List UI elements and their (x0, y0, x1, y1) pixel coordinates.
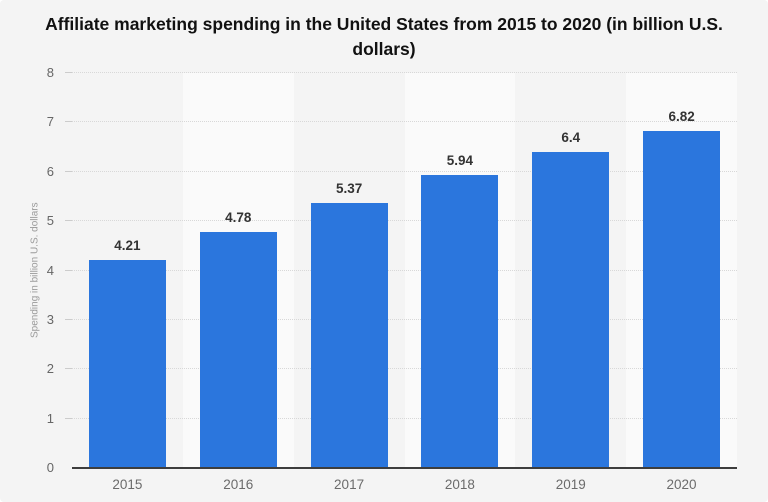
y-tick-label-1: 1 (46, 410, 54, 426)
bar-value-label-2016: 4.78 (225, 210, 252, 225)
y-tick-mark-6 (65, 170, 72, 172)
bar-value-label-2019: 6.4 (561, 130, 581, 145)
y-tick-label-2: 2 (46, 361, 54, 377)
y-tick-label-5: 5 (46, 213, 54, 229)
y-tick-label-8: 8 (46, 65, 54, 80)
y-tick-label-3: 3 (46, 311, 54, 327)
gridline-4 (72, 269, 737, 271)
plot-area: 4.21 4.78 5.37 5.94 6.4 6.82 (65, 72, 737, 469)
bar-2015: 4.21 (88, 238, 166, 468)
bar-2020: 6.82 (643, 109, 721, 468)
bar-2018: 5.94 (421, 153, 499, 468)
x-tick-label-2020: 2020 (666, 477, 697, 492)
bar-value-label-2015: 4.21 (114, 238, 141, 254)
bar-value-label-2020: 6.82 (668, 109, 695, 125)
x-tick-label-2017: 2017 (334, 477, 365, 492)
x-tick-label-2018: 2018 (444, 477, 475, 492)
x-tick-label-2019: 2019 (555, 477, 586, 492)
gridline-8 (72, 72, 737, 73)
y-tick-label-6: 6 (46, 163, 54, 179)
y-tick-label-4: 4 (46, 262, 54, 278)
y-tick-mark-3 (65, 318, 72, 320)
y-axis-tick-labels: 0 1 2 3 4 5 6 7 8 (0, 66, 62, 474)
y-tick-label-0: 0 (46, 460, 54, 475)
bar-2016: 4.78 (199, 210, 277, 468)
x-axis-line (72, 467, 737, 469)
gridline-2 (72, 368, 737, 370)
gridline-6 (72, 170, 737, 172)
bar-2017: 5.37 (310, 181, 388, 468)
gridline-1 (72, 417, 737, 419)
gridline-5 (72, 220, 737, 222)
gridline-3 (72, 318, 737, 320)
y-tick-mark-7 (65, 121, 72, 123)
y-tick-label-7: 7 (46, 114, 54, 130)
bar-value-label-2017: 5.37 (335, 180, 363, 196)
y-tick-mark-2 (65, 368, 72, 370)
y-tick-mark-8 (65, 72, 72, 73)
y-tick-mark-5 (65, 220, 72, 222)
y-tick-mark-4 (65, 269, 72, 271)
y-tick-mark-1 (65, 417, 72, 419)
x-tick-label-2015: 2015 (112, 477, 143, 492)
bar-2019: 6.4 (532, 130, 610, 468)
x-tick-label-2016: 2016 (223, 477, 254, 492)
gridline-7 (72, 121, 737, 123)
bar-value-label-2018: 5.94 (446, 152, 474, 168)
chart-title: Affiliate marketing spending in the Unit… (45, 14, 723, 60)
x-axis-tick-labels: 2015 2016 2017 2018 2019 2020 (72, 468, 737, 492)
